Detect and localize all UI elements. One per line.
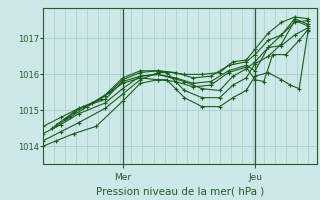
X-axis label: Pression niveau de la mer( hPa ): Pression niveau de la mer( hPa ) — [96, 186, 264, 196]
